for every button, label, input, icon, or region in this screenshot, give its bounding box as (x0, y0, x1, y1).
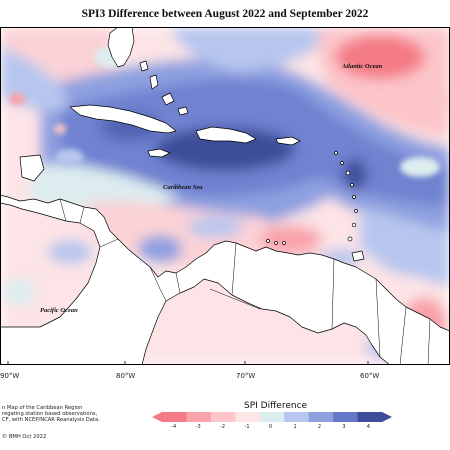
lon-label-60w: 60°W (360, 372, 380, 380)
credit-line-3: CF, with NCEP/NCAR Reanalysis Data. (2, 417, 100, 424)
legend-colorbar (152, 412, 392, 422)
legend-title: SPI Difference (244, 401, 308, 411)
credit-line-2: regating station based observations, (2, 411, 98, 418)
legend-tick-label: 4 (366, 424, 370, 430)
legend-swatch (162, 412, 187, 422)
lon-label-90w: 90°W (0, 372, 20, 380)
land-masses (0, 27, 450, 365)
legend-swatch (284, 412, 309, 422)
legend-tick-label: -3 (195, 424, 201, 430)
legend-tick-label: 3 (342, 424, 346, 430)
legend-swatch (357, 412, 383, 422)
map-canvas (0, 27, 450, 365)
legend-tick-label: 2 (317, 424, 322, 430)
legend-tick-label: 1 (293, 424, 297, 430)
legend-swatch (210, 412, 236, 422)
legend-swatch (259, 412, 285, 422)
legend-swatch (186, 412, 212, 422)
label-atlantic-ocean: Atlantic Ocean (342, 63, 383, 70)
legend-swatch (308, 412, 334, 422)
copyright-text: © BMH Oct 2022 (2, 434, 47, 440)
map-tick-marks (7, 361, 369, 365)
credit-line-1: n Map of the Caribbean Region (2, 405, 83, 411)
legend-tick-label: -4 (171, 424, 177, 430)
legend-tick-label: -1 (244, 424, 250, 430)
legend-arrow-left (152, 412, 162, 422)
legend-arrow-right (382, 412, 392, 422)
legend-swatch (333, 412, 358, 422)
lon-label-80w: 80°W (116, 372, 136, 380)
label-caribbean-sea: Caribbean Sea (163, 184, 203, 191)
spi-field (0, 27, 450, 365)
label-pacific-ocean: Pacific Ocean (40, 307, 78, 314)
map-title: SPI3 Difference between August 2022 and … (81, 8, 369, 20)
legend-tick-label: 0 (269, 424, 273, 430)
credit-text: n Map of the Caribbean Region regating s… (2, 405, 100, 424)
legend-tick-label: -2 (220, 424, 226, 430)
spi-map (0, 27, 450, 365)
legend-swatch (235, 412, 261, 422)
lon-label-70w: 70°W (236, 372, 256, 380)
country-borders (59, 198, 431, 365)
